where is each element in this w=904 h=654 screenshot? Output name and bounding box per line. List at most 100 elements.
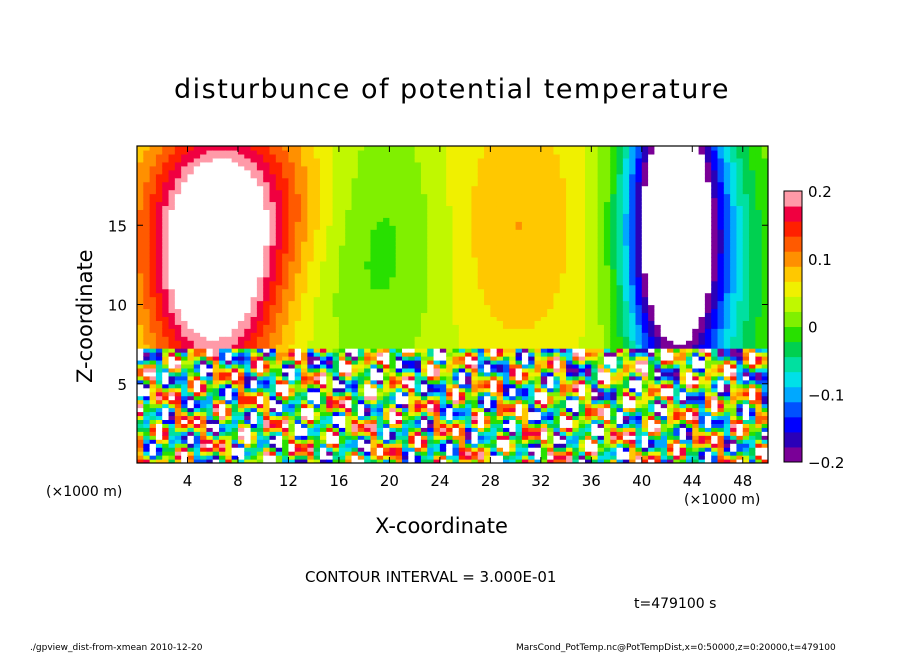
field-cell [395,296,403,302]
field-cell [338,371,346,377]
field-cell [313,399,321,405]
field-cell [332,157,340,163]
field-cell [332,340,340,345]
field-cell [338,256,346,262]
field-cell [477,260,485,266]
field-cell [256,288,264,294]
field-cell [338,328,346,333]
field-cell [402,332,409,337]
field-cell [414,352,422,357]
field-cell [206,403,214,409]
field-cell [477,161,485,167]
field-cell [269,320,277,325]
field-cell [389,177,397,183]
field-cell [496,173,504,179]
field-cell [338,205,346,210]
field-cell [206,149,214,155]
field-cell [250,185,258,191]
field-cell [465,189,473,195]
field-cell [395,276,403,282]
field-cell [427,181,435,187]
field-cell [307,300,315,306]
field-cell [490,181,498,187]
field-cell [181,455,189,460]
field-cell [433,379,441,385]
field-cell [187,344,195,349]
field-cell [187,181,195,187]
field-cell [433,419,441,424]
field-cell [490,177,498,183]
field-cell [427,185,435,191]
field-cell [446,217,454,222]
field-cell [263,324,271,329]
field-cell [332,431,340,436]
field-cell [155,316,163,321]
field-cell [509,316,517,321]
field-cell [452,252,460,258]
field-cell [345,336,353,341]
field-cell [484,260,491,266]
field-cell [200,411,208,417]
field-cell [446,201,454,207]
field-cell [351,431,359,436]
field-cell [143,181,151,187]
field-cell [193,284,201,290]
field-cell [326,296,334,302]
field-cell [269,177,277,183]
field-cell [244,146,252,151]
field-cell [187,332,195,337]
field-cell [452,312,460,317]
field-cell [496,256,504,262]
field-cell [370,423,378,428]
field-cell [256,320,264,325]
field-cell [509,455,517,460]
field-cell [395,443,403,448]
field-cell [187,359,195,365]
field-cell [162,233,170,238]
field-cell [231,189,239,195]
field-cell [263,443,271,448]
field-cell [155,459,163,463]
field-cell [477,324,485,329]
field-cell [181,375,189,381]
field-cell [433,201,441,207]
field-cell [244,260,252,266]
field-cell [244,292,252,298]
field-cell [187,237,195,242]
field-cell [244,181,252,187]
field-cell [357,280,365,286]
field-cell [452,439,460,444]
field-cell [502,213,510,218]
field-cell [490,225,498,230]
field-cell [345,352,353,357]
field-cell [187,193,195,199]
field-cell [326,300,334,306]
field-cell [458,371,466,377]
field-cell [395,447,403,452]
field-cell [490,237,498,242]
field-cell [294,296,302,302]
field-cell [275,383,283,389]
field-cell [313,356,321,361]
field-cell [155,221,163,226]
field-cell [301,153,308,159]
field-cell [225,146,233,151]
field-cell [477,395,485,401]
field-cell [225,387,233,393]
field-cell [155,399,163,405]
field-cell [143,189,151,195]
field-cell [162,340,170,345]
field-cell [446,379,454,385]
field-cell [420,304,428,310]
field-cell [357,173,365,179]
field-cell [307,209,315,214]
field-cell [477,245,485,250]
field-cell [288,363,296,369]
field-cell [250,193,258,199]
field-cell [465,352,473,357]
field-cell [452,153,460,159]
field-cell [528,391,536,397]
field-cell [313,419,321,424]
field-cell [420,316,428,321]
field-cell [477,403,485,409]
